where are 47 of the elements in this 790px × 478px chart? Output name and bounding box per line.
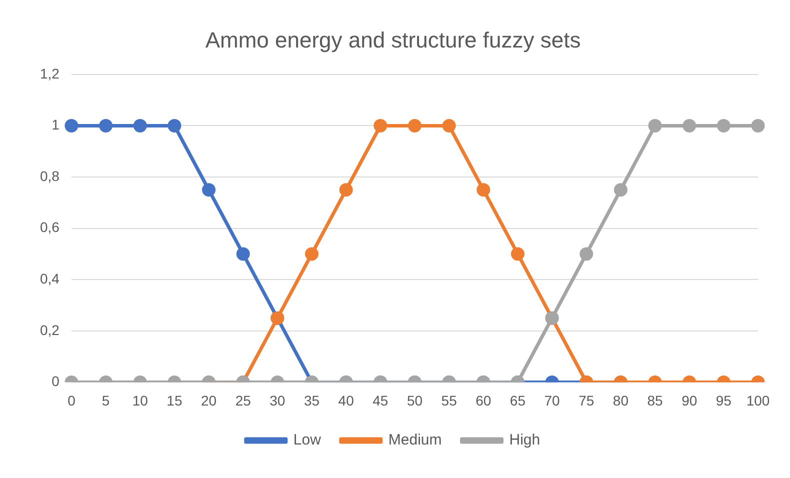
x-tick-label: 0 [68,392,76,408]
x-tick-label: 40 [338,392,354,408]
x-tick-label: 80 [612,392,629,408]
x-tick-label: 45 [372,392,388,408]
x-tick-label: 100 [746,392,770,408]
x-tick-label: 30 [270,392,286,408]
point [648,118,662,132]
x-tick-label: 25 [235,392,252,408]
y-tick-label: 0,8 [40,168,60,184]
point [751,118,765,132]
x-tick-label: 20 [200,392,217,408]
point [476,183,490,197]
point [202,183,216,197]
chart-title: Ammo energy and structure fuzzy sets [205,27,581,52]
x-tick-label: 90 [682,392,698,408]
y-tick-label: 1 [52,116,60,133]
legend-label: Medium [388,432,442,449]
x-tick-label: 85 [647,392,664,408]
y-tick-label: 1,2 [40,65,60,82]
y-tick-label: 0,4 [40,270,60,286]
legend-label: High [509,432,540,449]
y-tick-label: 0,2 [40,322,60,338]
x-tick-label: 10 [132,392,148,408]
x-tick-label: 70 [544,392,560,408]
x-tick-label: 55 [441,392,458,408]
x-tick-label: 15 [166,392,182,408]
x-tick-label: 60 [476,392,492,408]
point [408,118,422,132]
point [442,118,456,132]
x-tick-label: 50 [406,392,423,408]
point [682,118,696,132]
x-tick-label: 5 [102,392,110,408]
y-tick-label: 0,6 [40,219,60,236]
point [716,118,730,132]
point [374,118,388,132]
point [133,118,147,132]
y-tick-label: 0 [52,373,60,390]
point [99,118,113,132]
x-tick-label: 95 [716,392,732,408]
point [339,183,353,197]
legend-label: Low [293,432,322,449]
x-tick-label: 35 [304,392,320,408]
x-tick-label: 65 [510,392,526,408]
point [168,118,182,132]
point [64,118,78,132]
point [614,183,628,197]
x-tick-label: 75 [578,392,594,408]
